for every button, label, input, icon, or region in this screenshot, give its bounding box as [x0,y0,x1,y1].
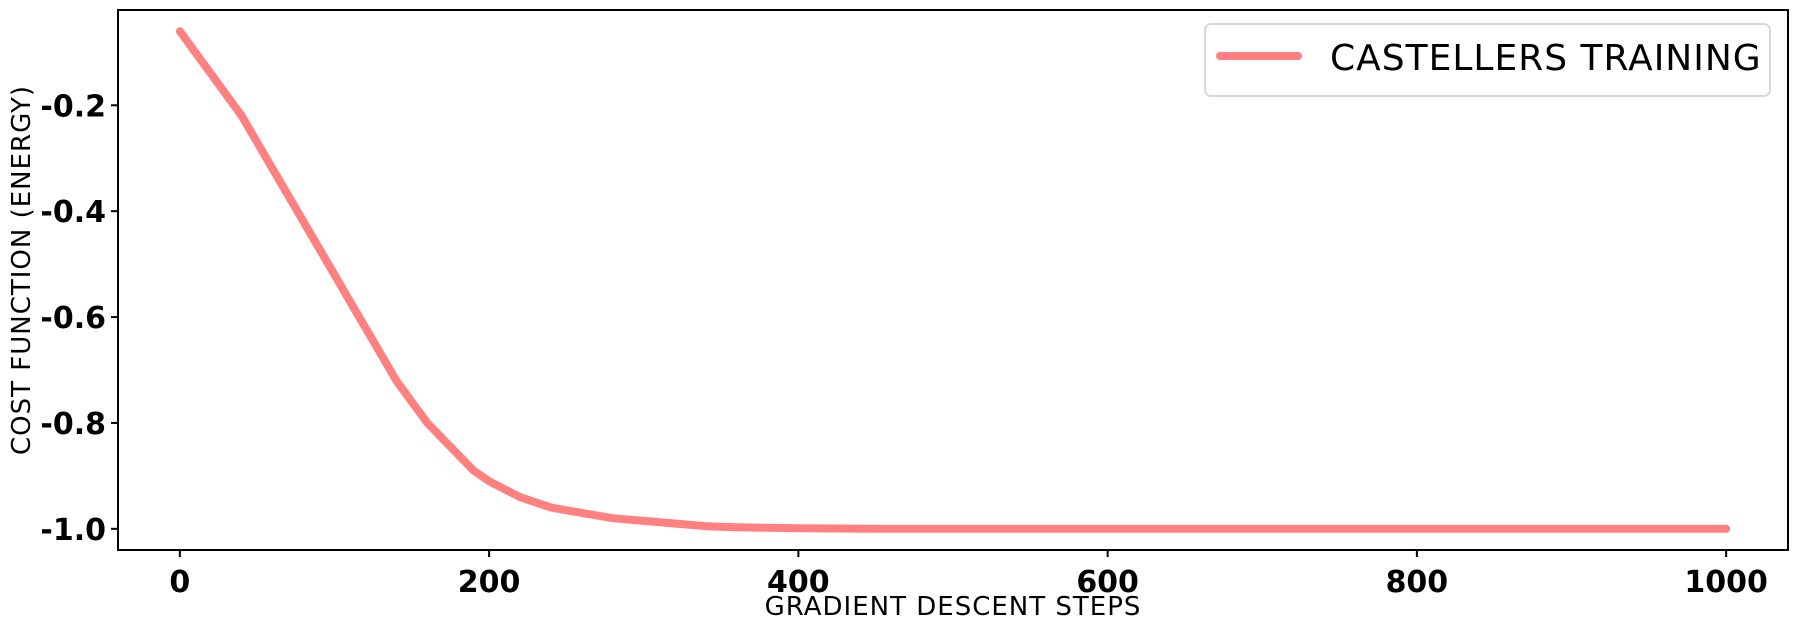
x-tick-label: 400 [767,565,830,600]
x-tick-label: 800 [1386,565,1449,600]
plot-area [117,9,1789,551]
y-axis-label: COST FUNCTION (ENERGY) [7,85,37,455]
series-group [175,27,1731,533]
x-tick-label: 600 [1076,565,1139,600]
x-axis-ticks: 0 200 400 600 800 1000 [169,550,1768,600]
x-tick-label: 1000 [1684,565,1768,600]
legend-label: CASTELLERS TRAINING [1330,38,1762,79]
x-axis-label: GRADIENT DESCENT STEPS [765,592,1142,622]
x-tick-label: 0 [169,565,190,600]
y-tick-label: -1.0 [40,513,106,548]
legend-box [1204,23,1771,97]
y-tick-label: -0.6 [40,301,106,336]
y-axis-ticks: -1.0 -0.8 -0.6 -0.4 -0.2 [40,89,118,548]
legend: CASTELLERS TRAINING [1204,23,1771,97]
series-line-castellers-training [175,27,1731,533]
y-tick-label: -0.2 [40,89,106,124]
y-tick-label: -0.4 [40,195,106,230]
y-tick-label: -0.8 [40,407,106,442]
x-tick-label: 200 [458,565,521,600]
